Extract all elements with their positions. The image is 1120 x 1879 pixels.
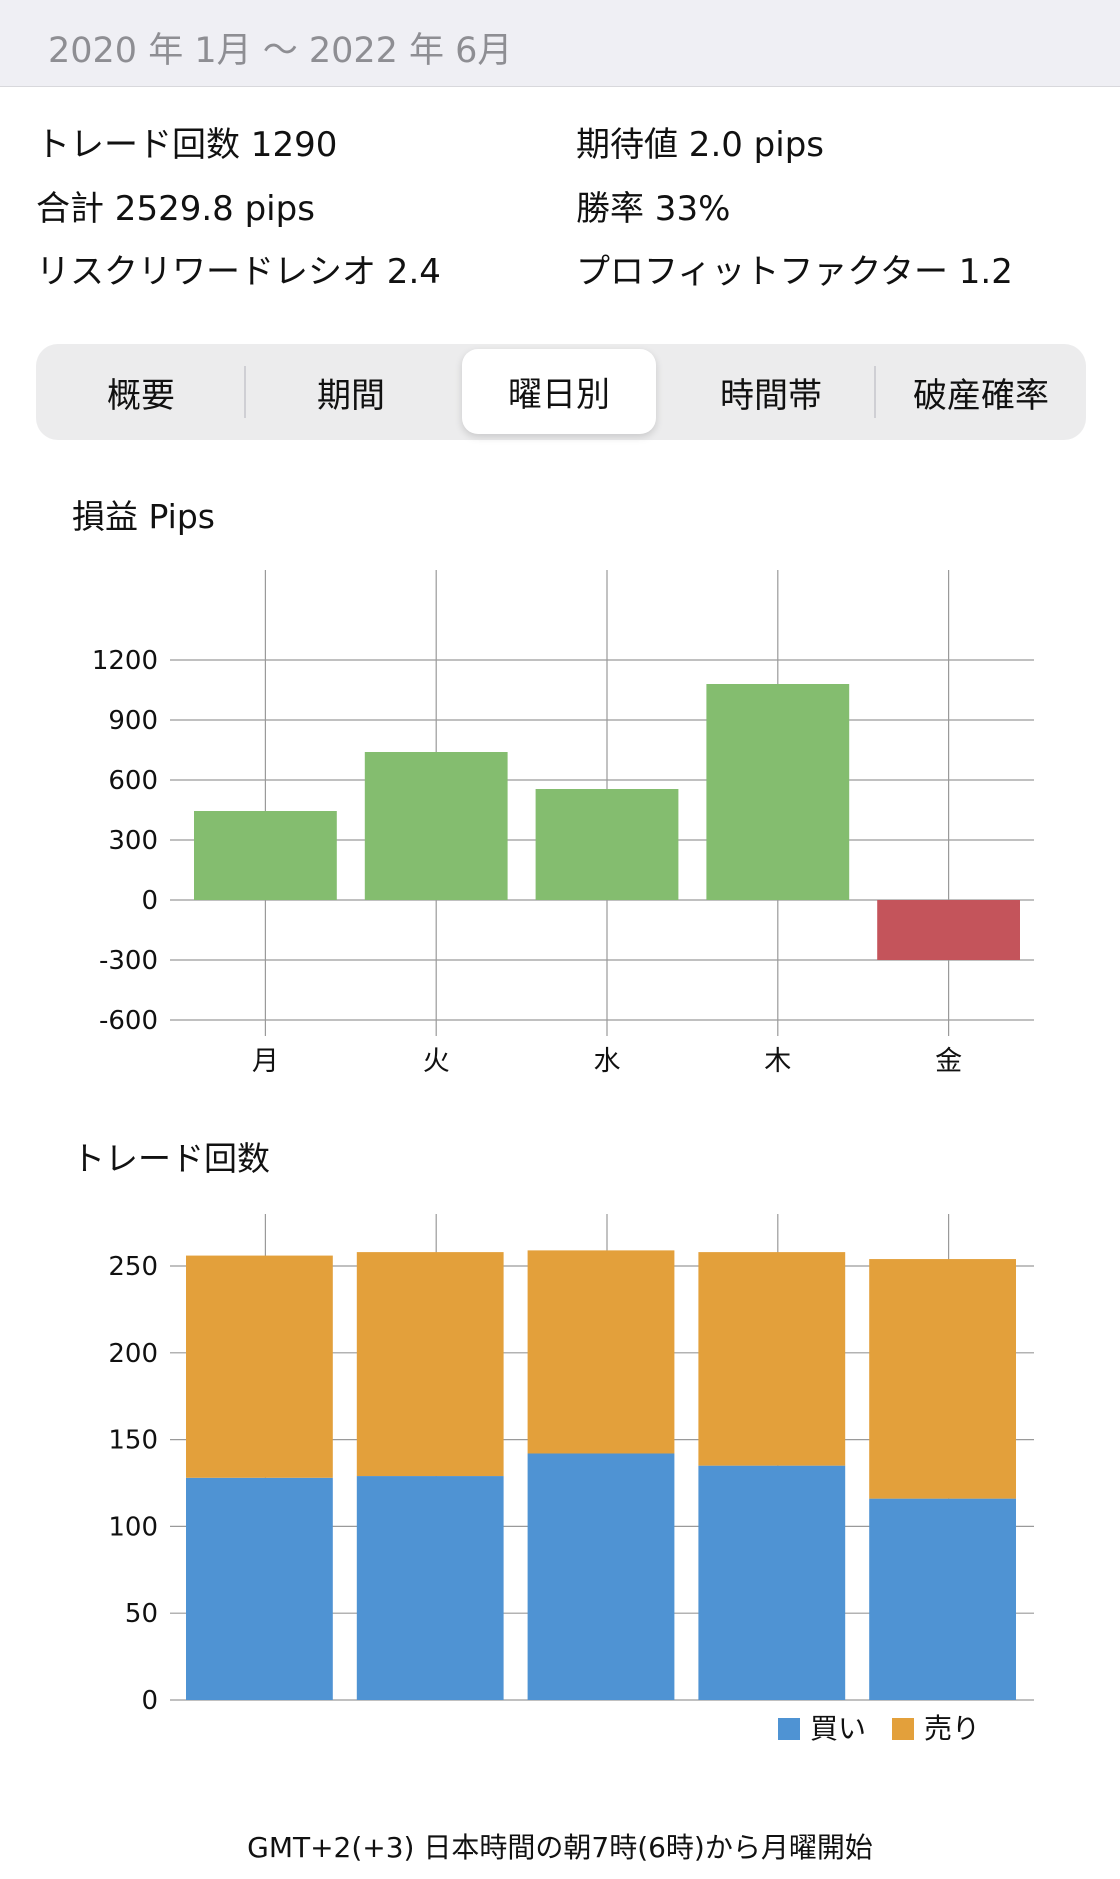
count-y-tick: 150 <box>108 1426 158 1456</box>
stat-profit-factor: プロフィットファクター 1.2 <box>576 252 1013 292</box>
pnl-chart: 1200 900 600 300 0 -300 -600 月 火 水 木 金 <box>92 570 1034 1077</box>
count-y-tick: 100 <box>108 1512 158 1542</box>
tab-overview[interactable]: 概要 <box>107 375 175 416</box>
trade-count-chart: 250 200 150 100 50 0 買い 売り <box>108 1214 1034 1745</box>
stat-total: 合計 2529.8 pips <box>36 189 315 229</box>
pnl-y-tick: 300 <box>108 826 158 856</box>
pnl-x-label: 月 <box>252 1046 279 1077</box>
count-y-tick: 200 <box>108 1339 158 1369</box>
count-bar-buy <box>869 1498 1016 1700</box>
pnl-bar <box>877 900 1020 960</box>
stat-trades: トレード回数 1290 <box>36 125 338 165</box>
count-bar-buy <box>356 1476 504 1700</box>
count-bar-sell <box>869 1259 1016 1499</box>
count-bar-buy <box>186 1477 333 1700</box>
count-bar-sell <box>356 1252 504 1477</box>
legend-swatch-sell <box>892 1718 914 1740</box>
count-bar-sell <box>527 1250 675 1454</box>
count-bar-buy <box>527 1453 675 1700</box>
pnl-y-tick: -300 <box>99 946 158 976</box>
pnl-x-label: 木 <box>764 1046 791 1077</box>
count-y-tick: 0 <box>141 1686 158 1716</box>
pnl-y-tick: 1200 <box>92 646 158 676</box>
timezone-footnote: GMT+2(+3) 日本時間の朝7時(6時)から月曜開始 <box>247 1831 873 1864</box>
date-range-header: 2020 年 1月 〜 2022 年 6月 <box>0 0 1120 87</box>
date-range-label: 2020 年 1月 〜 2022 年 6月 <box>48 31 513 71</box>
pnl-bar <box>364 752 508 900</box>
pnl-x-label: 水 <box>594 1046 621 1077</box>
count-bar-sell <box>186 1255 333 1478</box>
tab-weekday[interactable]: 曜日別 <box>462 349 656 434</box>
pnl-chart-title: 損益 Pips <box>72 497 215 536</box>
legend-label-sell: 売り <box>924 1712 980 1745</box>
legend-label-buy: 買い <box>810 1712 866 1745</box>
pnl-y-tick: 600 <box>108 766 158 796</box>
count-y-tick: 50 <box>125 1599 158 1629</box>
stat-risk-reward: リスクリワードレシオ 2.4 <box>36 252 441 292</box>
tab-ruin-probability[interactable]: 破産確率 <box>913 375 1049 416</box>
stat-expectancy: 期待値 2.0 pips <box>576 125 825 165</box>
pnl-x-label: 金 <box>935 1046 962 1077</box>
stat-win-rate: 勝率 33% <box>576 189 731 229</box>
tab-period[interactable]: 期間 <box>317 375 385 416</box>
count-bar-buy <box>698 1465 846 1700</box>
tab-divider <box>874 366 876 418</box>
count-bar-sell <box>698 1252 846 1466</box>
pnl-x-label: 火 <box>423 1046 450 1077</box>
trade-count-chart-title: トレード回数 <box>72 1139 270 1178</box>
tab-divider <box>244 366 246 418</box>
pnl-bar <box>706 684 850 900</box>
pnl-y-tick: -600 <box>99 1006 158 1036</box>
pnl-bar <box>194 811 337 900</box>
count-y-tick: 250 <box>108 1252 158 1282</box>
tab-time-of-day[interactable]: 時間帯 <box>720 375 822 416</box>
pnl-y-tick: 0 <box>141 886 158 916</box>
pnl-y-tick: 900 <box>108 706 158 736</box>
pnl-bar <box>535 789 679 900</box>
segmented-control: 概要 期間 曜日別 時間帯 破産確率 <box>36 344 1086 440</box>
legend-swatch-buy <box>778 1718 800 1740</box>
